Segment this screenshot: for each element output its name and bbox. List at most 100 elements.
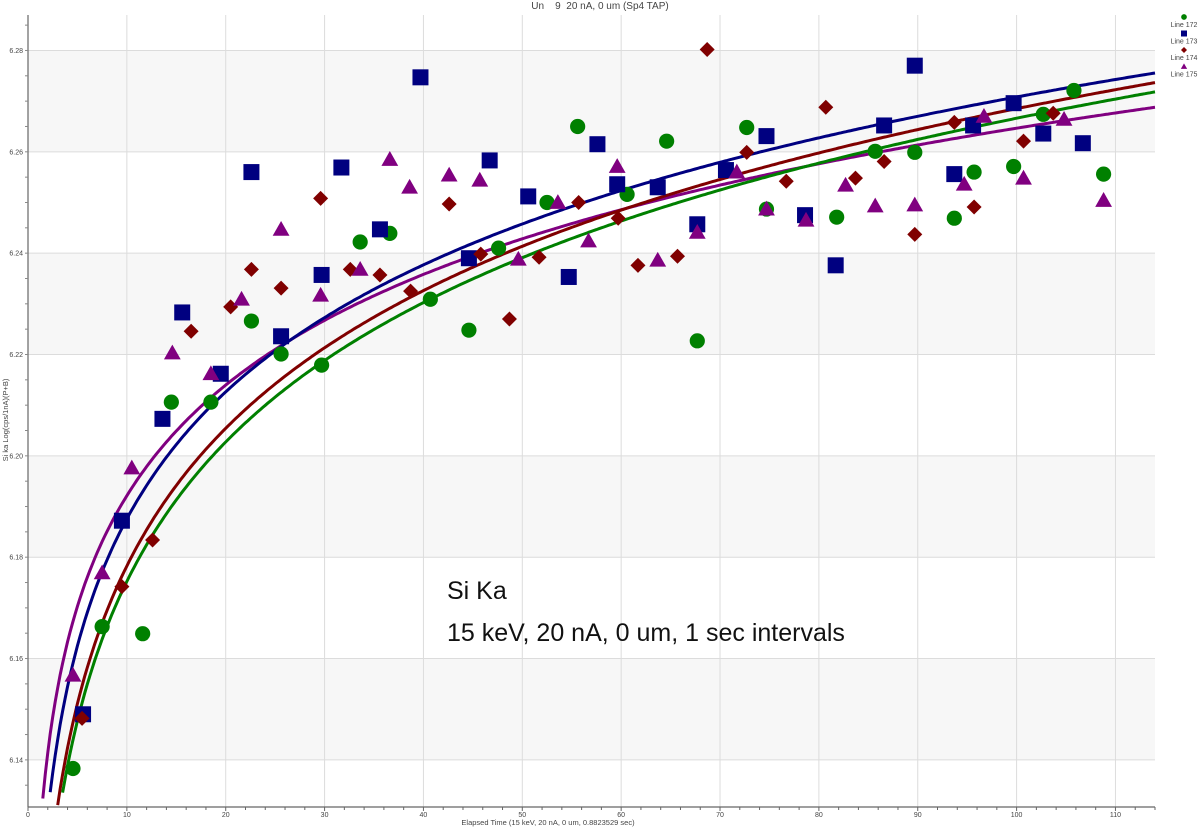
data-point-square bbox=[560, 268, 577, 285]
data-point-diamond bbox=[473, 246, 489, 262]
legend-marker-diamond bbox=[1181, 47, 1187, 53]
data-point-circle bbox=[1035, 106, 1051, 122]
data-point-triangle bbox=[471, 171, 489, 187]
data-point-circle bbox=[461, 322, 477, 338]
data-point-circle bbox=[1066, 82, 1082, 99]
data-point-circle bbox=[570, 118, 586, 135]
data-point-circle bbox=[946, 210, 962, 226]
data-point-diamond bbox=[818, 99, 834, 115]
data-point-diamond bbox=[630, 257, 646, 273]
data-point-circle bbox=[94, 619, 110, 635]
data-point-diamond bbox=[145, 532, 161, 548]
data-point-triangle bbox=[549, 194, 567, 209]
x-tick-label: 0 bbox=[26, 812, 30, 819]
data-point-square bbox=[333, 159, 350, 176]
data-point-triangle bbox=[649, 251, 667, 267]
data-point-triangle bbox=[866, 197, 884, 213]
data-point-diamond bbox=[372, 267, 388, 283]
data-point-circle bbox=[490, 240, 507, 256]
axes: 6.14 6.16 6.18 6.20 6.22 6.24 6.26 6.28 0 10 20 30 4… bbox=[9, 15, 1156, 819]
data-point-triangle bbox=[837, 176, 854, 192]
data-point-square bbox=[609, 176, 626, 193]
data-point-diamond bbox=[699, 41, 715, 57]
data-point-triangle bbox=[93, 564, 111, 580]
data-point-diamond bbox=[223, 299, 239, 315]
x-tick-label: 10 bbox=[123, 812, 131, 819]
legend-marker-square bbox=[1181, 30, 1187, 37]
legend-label: Line 175 bbox=[1171, 72, 1198, 79]
data-point-diamond bbox=[670, 248, 686, 264]
data-point-diamond bbox=[74, 710, 90, 726]
data-point-circle bbox=[352, 234, 368, 250]
data-point-diamond bbox=[403, 283, 419, 299]
x-tick-label: 100 bbox=[1011, 812, 1023, 819]
x-tick-label: 90 bbox=[914, 812, 922, 819]
data-point-square bbox=[589, 136, 606, 153]
data-point-circle bbox=[65, 760, 81, 777]
data-point-triangle bbox=[975, 107, 993, 123]
y-tick-label: 6.14 bbox=[9, 757, 23, 764]
y-axis-label: Si ka Log(cps/1nA)(P+B) bbox=[1, 378, 10, 461]
legend-label: Line 172 bbox=[1171, 22, 1198, 29]
background-band bbox=[28, 658, 1155, 760]
fit-curve-line-175 bbox=[41, 105, 1156, 799]
data-point-triangle bbox=[1055, 110, 1073, 126]
data-point-square bbox=[946, 166, 963, 183]
y-tick-label: 6.18 bbox=[9, 555, 23, 562]
data-point-circle bbox=[422, 291, 438, 307]
data-point-triangle bbox=[123, 459, 141, 475]
x-tick-label: 30 bbox=[321, 812, 329, 819]
data-point-circle bbox=[163, 394, 179, 410]
y-tick-label: 6.26 bbox=[9, 149, 23, 156]
data-point-square bbox=[1005, 95, 1022, 112]
fit-curve-line-173 bbox=[48, 71, 1156, 793]
x-tick-label: 60 bbox=[617, 812, 625, 819]
y-tick-label: 6.28 bbox=[9, 48, 23, 55]
data-point-square bbox=[717, 162, 734, 179]
data-point-triangle bbox=[797, 211, 815, 227]
data-point-circle bbox=[867, 143, 883, 159]
x-tick-label: 20 bbox=[222, 812, 230, 819]
data-point-square bbox=[649, 179, 666, 196]
data-point-circle bbox=[539, 194, 555, 211]
data-point-triangle bbox=[312, 286, 330, 302]
data-point-square bbox=[906, 57, 923, 74]
background-band bbox=[28, 455, 1155, 558]
data-point-square bbox=[174, 304, 191, 321]
data-point-diamond bbox=[183, 323, 199, 339]
data-point-circle bbox=[1095, 166, 1112, 182]
data-point-diamond bbox=[1016, 133, 1032, 149]
data-point-triangle bbox=[758, 200, 775, 216]
background-band bbox=[28, 253, 1155, 355]
data-point-triangle bbox=[233, 290, 250, 306]
data-point-triangle bbox=[351, 260, 369, 276]
data-point-square bbox=[481, 152, 498, 169]
data-point-circle bbox=[829, 209, 845, 225]
data-point-circle bbox=[966, 164, 982, 180]
data-point-diamond bbox=[847, 170, 863, 186]
legend-marker-circle bbox=[1181, 14, 1187, 20]
data-point-diamond bbox=[571, 194, 587, 210]
annotation-line-2: 15 keV, 20 nA, 0 um, 1 sec intervals bbox=[447, 619, 845, 647]
data-point-diamond bbox=[778, 173, 794, 189]
data-point-square bbox=[1035, 125, 1052, 142]
data-point-diamond bbox=[531, 249, 547, 265]
data-point-triangle bbox=[401, 178, 418, 194]
data-point-square bbox=[876, 117, 893, 134]
data-point-circle bbox=[907, 144, 923, 160]
data-point-diamond bbox=[907, 226, 923, 242]
data-point-square bbox=[520, 188, 537, 205]
data-point-triangle bbox=[955, 175, 973, 191]
data-point-diamond bbox=[441, 196, 457, 212]
data-point-triangle bbox=[272, 220, 290, 236]
data-point-triangle bbox=[163, 344, 181, 360]
x-tick-label: 50 bbox=[518, 812, 526, 819]
data-point-triangle bbox=[1015, 169, 1032, 185]
data-point-triangle bbox=[381, 151, 399, 166]
chart-title: Un 9 20 nA, 0 um (Sp4 TAP) bbox=[531, 1, 668, 12]
data-point-triangle bbox=[1095, 192, 1112, 207]
data-point-circle bbox=[273, 346, 289, 362]
data-point-square bbox=[758, 128, 775, 145]
data-point-triangle bbox=[608, 158, 626, 173]
